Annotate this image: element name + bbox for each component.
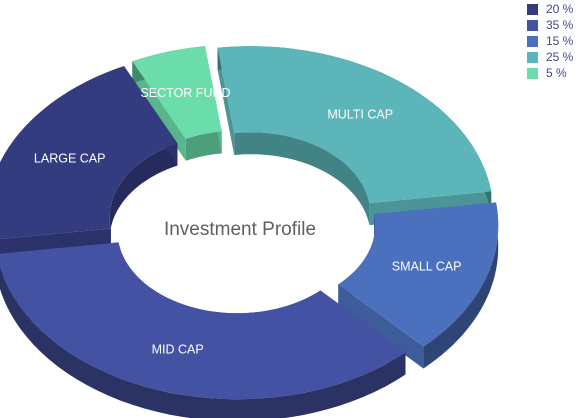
slice-label: SECTOR FUND bbox=[140, 86, 230, 100]
slice-outer-side bbox=[423, 202, 499, 369]
slice-end-side bbox=[132, 61, 186, 161]
legend-item[interactable]: 5 % bbox=[527, 65, 573, 81]
chart-legend: 20 % 35 % 15 % 25 % 5 % bbox=[527, 1, 573, 81]
slice-labels: SECTOR FUND MULTI CAP SMALL CAP MID CAP LARG… bbox=[34, 86, 462, 356]
legend-label: 25 % bbox=[546, 50, 574, 64]
legend-item[interactable]: 35 % bbox=[527, 17, 573, 33]
slice-label: LARGE CAP bbox=[34, 151, 106, 165]
donut-slice bbox=[338, 202, 499, 347]
legend-label: 15 % bbox=[546, 34, 574, 48]
donut-slice bbox=[132, 46, 222, 139]
slice-inner-side bbox=[185, 131, 222, 161]
legend-swatch bbox=[527, 19, 538, 31]
chart-title: Investment Profile bbox=[164, 219, 316, 240]
legend-item[interactable]: 15 % bbox=[527, 33, 573, 49]
slice-end-side bbox=[217, 47, 235, 156]
legend-swatch bbox=[527, 51, 538, 63]
legend-label: 5 % bbox=[546, 66, 567, 80]
slice-end-side bbox=[338, 284, 424, 369]
donut-slice bbox=[217, 46, 492, 204]
slice-inner-side bbox=[234, 132, 370, 226]
legend-label: 35 % bbox=[546, 18, 574, 32]
slice-label: MID CAP bbox=[152, 342, 204, 356]
donut-slice bbox=[0, 66, 178, 240]
donut-slice bbox=[0, 242, 406, 400]
slice-label: SMALL CAP bbox=[392, 259, 462, 273]
legend-item[interactable]: 25 % bbox=[527, 49, 573, 65]
legend-label: 20 % bbox=[546, 2, 574, 16]
slice-tops bbox=[0, 46, 499, 400]
slice-inner-side bbox=[109, 143, 178, 251]
slice-label: MULTI CAP bbox=[327, 108, 393, 122]
legend-swatch bbox=[527, 3, 538, 15]
slice-outer-side bbox=[0, 266, 406, 418]
legend-swatch bbox=[527, 67, 538, 79]
legend-swatch bbox=[527, 35, 538, 47]
legend-item[interactable]: 20 % bbox=[527, 1, 573, 17]
